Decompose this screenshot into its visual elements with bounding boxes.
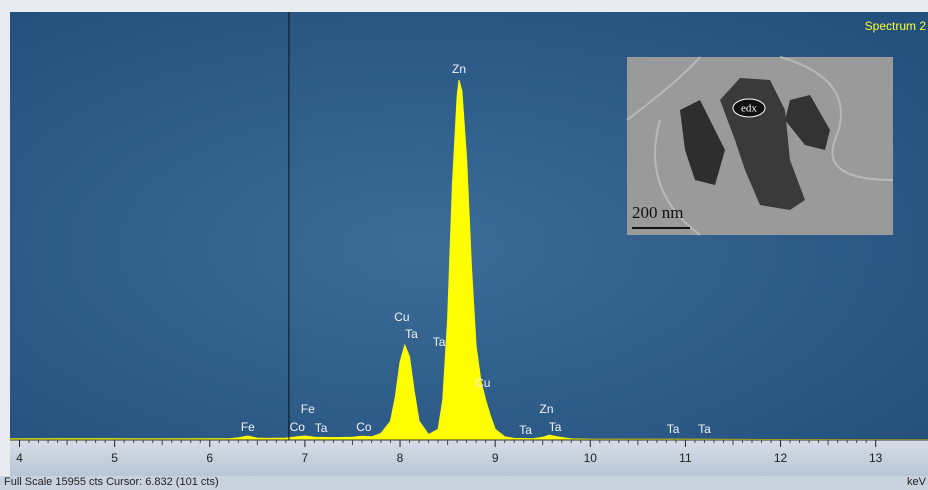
peak-label: Ta [667,422,680,436]
inset-label: edx [741,103,757,115]
peak-label: Cu [475,376,490,390]
inset-particle [680,100,725,185]
x-tick-label: 8 [397,451,404,465]
x-tick-label: 5 [111,451,118,465]
x-tick-label: 11 [679,451,692,465]
status-bar [0,476,928,490]
axis-strip [10,440,928,476]
inset-texture [626,56,894,236]
x-tick-label: 4 [16,451,23,465]
x-tick-label: 6 [206,451,213,465]
peak-label: Fe [241,420,255,434]
peak-label: Ta [519,423,532,437]
x-tick-label: 12 [774,451,788,465]
peak-label: Ta [405,327,418,341]
peak-label: Co [290,420,306,434]
inset-particle [785,95,830,150]
x-tick-label: 13 [869,451,883,465]
x-tick-label: 9 [492,451,499,465]
peak-label: Zn [452,62,466,76]
peak-label: Cu [394,310,409,324]
peak-label: Fe [301,402,315,416]
peak-label: Ta [549,420,562,434]
chart-title: Spectrum 2 [865,19,927,33]
peak-label: Ta [433,335,446,349]
x-tick-label: 7 [302,451,309,465]
x-tick-label: 10 [584,451,598,465]
scale-bar-label: 200 nm [632,203,683,222]
inset-marker [732,98,766,118]
peak-label: Ta [698,422,711,436]
peak-label: Ta [315,421,328,435]
spectrum [9,79,928,441]
x-axis-label: keV [907,476,927,488]
footer: Full Scale 15955 cts Cursor: 6.832 (101 … [4,476,219,488]
peak-label: Zn [540,402,554,416]
peak-label: Co [356,420,372,434]
inset-image: edx 200 nm [626,56,894,236]
